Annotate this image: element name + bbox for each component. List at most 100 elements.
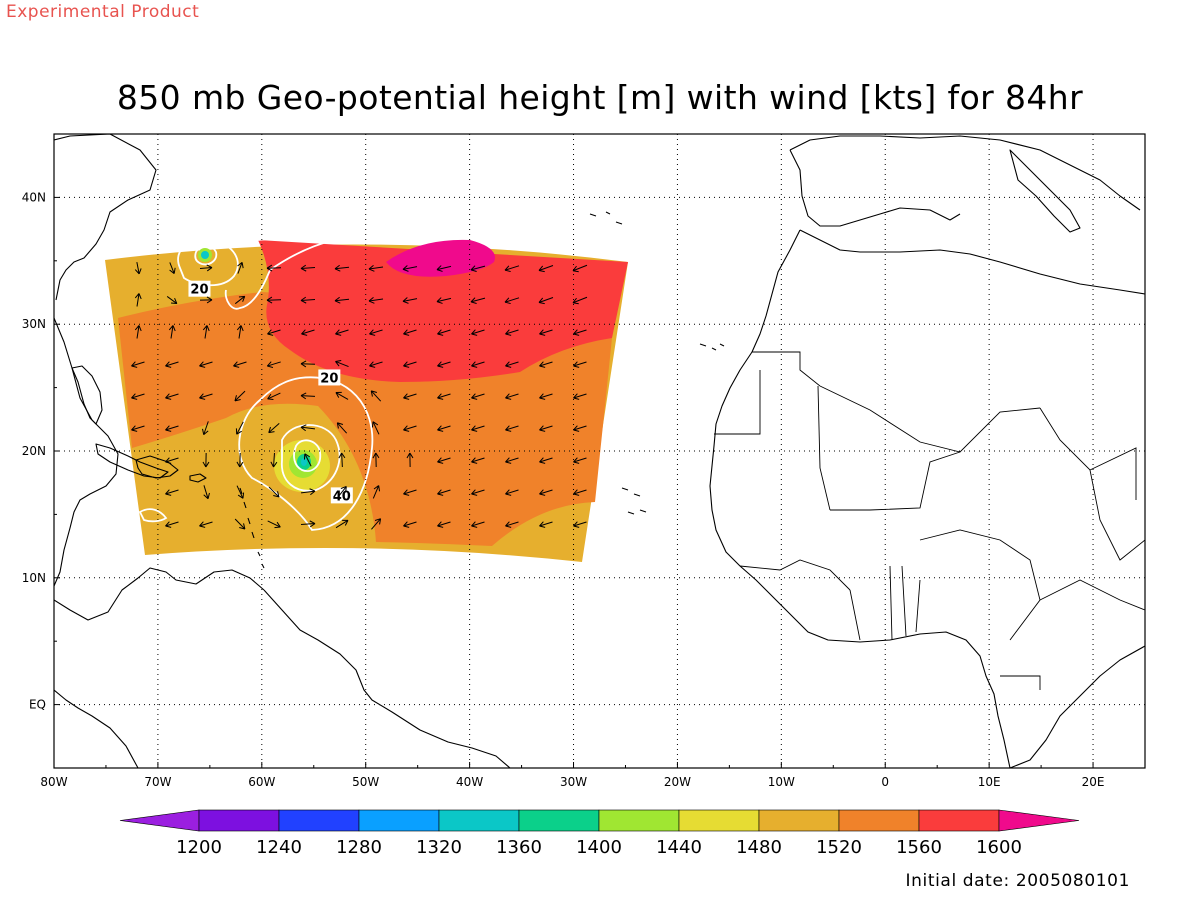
wind-arrow — [266, 264, 282, 272]
wind-arrow — [402, 297, 418, 304]
border-sudan — [1089, 469, 1145, 561]
border-nigeria — [919, 529, 1041, 641]
country-borders — [714, 351, 1145, 690]
colorbar-segment — [918, 809, 1000, 832]
colorbar-level-label: 1360 — [496, 837, 542, 858]
lat-tick-label: 20N — [22, 444, 46, 458]
colorbar-segment — [278, 809, 360, 832]
wind-arrow — [505, 457, 519, 464]
wind-arrow — [403, 521, 417, 528]
wind-arrow — [471, 329, 485, 336]
storm2-core-1360 — [201, 251, 209, 259]
experimental-product-label: Experimental Product — [6, 2, 200, 22]
wind-arrow — [539, 425, 553, 432]
azores-islands — [589, 211, 623, 225]
height-field — [105, 239, 628, 562]
wind-arrow — [505, 393, 519, 400]
lat-tick-label: 30N — [22, 317, 46, 331]
wind-arrow — [403, 425, 417, 432]
wind-arrow — [236, 485, 245, 499]
colorbar-segment — [758, 809, 840, 832]
wind-inner-contour-storm1 — [293, 439, 322, 472]
gulf-of-guinea-coast — [1009, 645, 1145, 768]
wind-arrow — [539, 489, 553, 496]
wind-arrow — [300, 488, 316, 496]
wind-arrow — [368, 296, 384, 304]
wind-arrow — [437, 457, 451, 464]
wind-arrow — [335, 329, 349, 336]
map-title: 850 mb Geo-potential height [m] with win… — [116, 78, 1084, 117]
wind-arrow — [470, 297, 486, 304]
wind-arrow — [403, 393, 417, 400]
border-niger-chad — [1039, 407, 1137, 500]
wind-arrow — [335, 359, 349, 367]
colorbar-low-arrow — [119, 809, 200, 832]
wind-arrow — [368, 264, 384, 272]
wind-contour-label: 40 — [333, 489, 351, 504]
lat-tick-label: 40N — [22, 190, 46, 204]
border-mauritania — [714, 370, 831, 511]
wind-arrow — [573, 457, 587, 464]
wind-arrow — [471, 425, 485, 432]
wind-arrow — [300, 296, 316, 304]
colorbar-level-label: 1440 — [656, 837, 702, 858]
lon-tick-label: 10E — [978, 775, 1001, 789]
lon-tick-label: 50W — [352, 775, 379, 789]
wind-arrow — [236, 452, 244, 468]
wind-arrow — [504, 297, 520, 305]
wind-arrow — [471, 393, 485, 400]
wind-arrow — [538, 265, 554, 273]
wind-arrow — [338, 452, 346, 468]
wind-contour-labels: 20 20 40 — [188, 280, 353, 504]
wind-40kt-contour-storm1 — [281, 424, 341, 492]
wind-arrow — [134, 262, 142, 275]
lon-tick-label: 0 — [881, 775, 889, 789]
wind-arrow — [403, 489, 417, 496]
wind-arrow — [237, 261, 244, 274]
lon-tick-label: 40W — [456, 775, 483, 789]
wind-arrow — [436, 297, 452, 304]
wind-arrow — [403, 329, 417, 336]
colorbar-level-label: 1560 — [896, 837, 942, 858]
wind-arrow — [406, 452, 414, 468]
latitude-axis: 40N 30N 20N 10N EQ — [22, 133, 60, 769]
contour-label-bg — [318, 369, 341, 386]
colorbar-level-label: 1520 — [816, 837, 862, 858]
wind-arrow — [235, 421, 244, 435]
colorbar-level-label: 1480 — [736, 837, 782, 858]
wind-arrow — [470, 265, 486, 272]
wind-arrow — [471, 489, 485, 496]
wind-vectors — [131, 261, 588, 530]
wind-arrow — [471, 521, 485, 528]
cape-verde-islands — [621, 487, 647, 515]
wind-arrow — [538, 297, 554, 305]
wind-arrow — [300, 360, 316, 368]
colorbar-segment — [838, 809, 920, 832]
wind-arrow — [573, 329, 587, 336]
wind-arrow — [334, 264, 350, 272]
wind-arrow — [505, 361, 519, 368]
lat-lon-grid — [54, 134, 1145, 768]
wind-arrow — [266, 296, 282, 304]
florida-coast — [71, 365, 103, 425]
wind-arrow — [165, 489, 179, 496]
wind-arrow — [336, 422, 348, 434]
wind-arrow — [573, 425, 587, 432]
wind-arrow — [131, 361, 145, 368]
wind-arrow — [539, 361, 553, 368]
wind-arrow — [131, 425, 145, 432]
colorbar-level-label: 1600 — [976, 837, 1022, 858]
wind-arrow — [573, 489, 587, 496]
wind-contour-label: 20 — [320, 371, 338, 386]
wind-arrow — [372, 452, 380, 468]
wind-arrow — [369, 361, 383, 368]
wind-arrow — [199, 264, 213, 272]
wind-arrow — [505, 329, 519, 336]
lon-tick-label: 30W — [560, 775, 587, 789]
wind-arrow — [233, 361, 247, 368]
lesser-antilles — [239, 487, 265, 569]
wind-arrow — [234, 295, 246, 305]
colorbar-level-label: 1320 — [416, 837, 462, 858]
wind-arrow — [372, 485, 381, 499]
